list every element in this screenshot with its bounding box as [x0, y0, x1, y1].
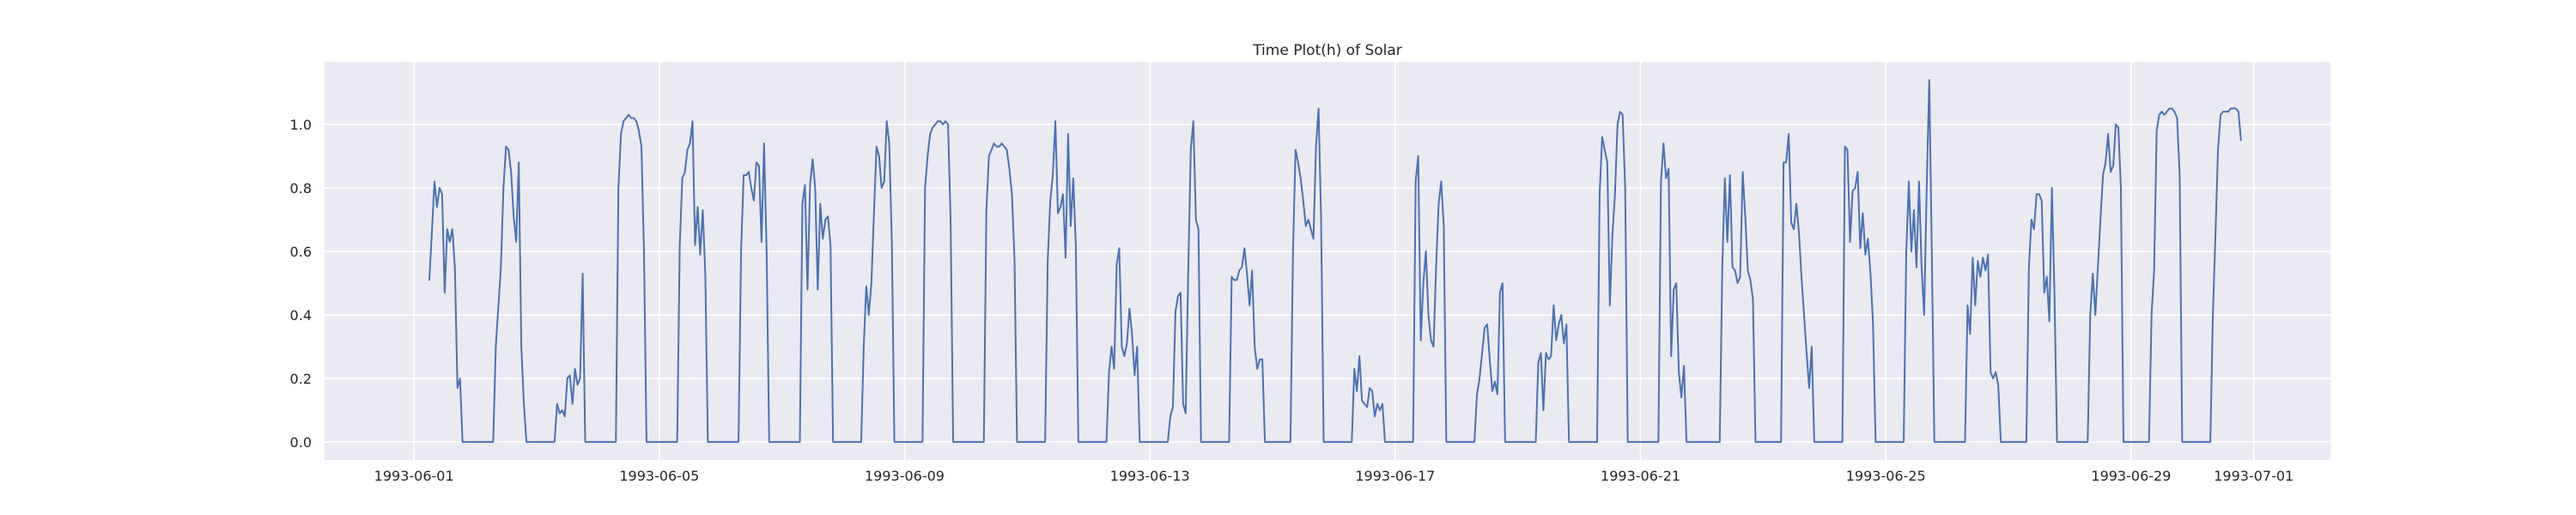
y-axis-ticks: 0.0 0.2 0.4 0.6 0.8 1.0 [290, 117, 312, 451]
x-tick-label: 1993-07-01 [2214, 468, 2293, 484]
x-tick-label: 1993-06-05 [619, 468, 699, 484]
chart-title: Time Plot(h) of Solar [1252, 42, 1402, 59]
x-tick-label: 1993-06-01 [374, 468, 454, 484]
y-tick-label: 1.0 [290, 117, 312, 133]
x-tick-label: 1993-06-21 [1601, 468, 1680, 484]
y-tick-label: 0.6 [290, 244, 312, 260]
x-tick-label: 1993-06-17 [1355, 468, 1435, 484]
y-tick-label: 0.0 [290, 434, 312, 451]
x-tick-label: 1993-06-29 [2091, 468, 2171, 484]
x-axis-ticks: 1993-06-01 1993-06-05 1993-06-09 1993-06-13… [374, 468, 2294, 484]
y-tick-label: 0.8 [290, 180, 312, 197]
x-tick-label: 1993-06-13 [1110, 468, 1190, 484]
y-tick-label: 0.4 [290, 307, 312, 324]
y-tick-label: 0.2 [290, 371, 312, 387]
x-tick-label: 1993-06-09 [865, 468, 945, 484]
x-tick-label: 1993-06-25 [1846, 468, 1926, 484]
series-line [428, 79, 2242, 443]
series-layer [428, 79, 2242, 443]
